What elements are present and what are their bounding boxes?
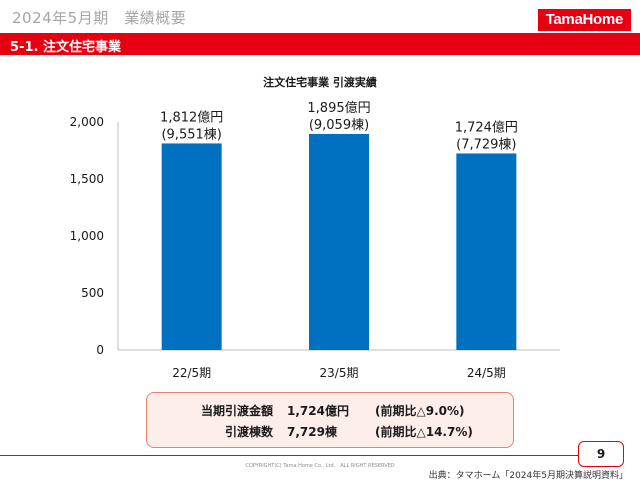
- summary-box: 当期引渡金額 1,724億円 (前期比△9.0%) 引渡棟数 7,729棟 (前…: [146, 392, 514, 448]
- data-label-units: (9,551棟): [161, 127, 221, 142]
- summary-value: 7,729棟: [287, 425, 337, 439]
- bar: [309, 133, 369, 350]
- y-tick-label: 1,500: [70, 172, 104, 186]
- summary-row-units: 引渡棟数 7,729棟 (前期比△14.7%): [147, 423, 513, 441]
- chart-title: 注文住宅事業 引渡実績: [263, 76, 377, 89]
- footer-divider: [0, 455, 578, 456]
- summary-row-amount: 当期引渡金額 1,724億円 (前期比△9.0%): [147, 402, 513, 420]
- tamahome-logo: TamaHome: [537, 9, 631, 31]
- copyright-text: COPYRIGHT(C) Tama Home Co., Ltd. ALL RIG…: [245, 463, 395, 469]
- bar: [456, 153, 517, 350]
- data-label-amount: 1,895億円: [307, 100, 370, 116]
- summary-label: 引渡棟数: [224, 425, 273, 439]
- summary-comparison: (前期比△14.7%): [375, 425, 473, 439]
- y-tick-label: 500: [81, 286, 104, 300]
- summary-comparison: (前期比△9.0%): [375, 404, 465, 418]
- source-note: 出典：タマホーム「2024年5月期決算説明資料」: [428, 471, 628, 481]
- data-label-units: (7,729棟): [456, 137, 516, 152]
- section-header-bar: 5-1. 注文住宅事業: [0, 33, 640, 55]
- y-tick-label: 0: [96, 343, 104, 357]
- x-tick-label: 23/5期: [320, 366, 359, 380]
- page-number: 9: [578, 441, 624, 467]
- y-tick-label: 1,000: [70, 229, 104, 243]
- section-title: 5-1. 注文住宅事業: [10, 40, 121, 55]
- y-tick-label: 2,000: [70, 115, 104, 129]
- summary-label: 当期引渡金額: [200, 404, 273, 418]
- x-tick-label: 24/5期: [467, 366, 506, 380]
- data-label-units: (9,059棟): [309, 118, 369, 133]
- bar: [161, 143, 222, 350]
- x-tick-label: 22/5期: [172, 366, 211, 380]
- summary-value: 1,724億円: [287, 404, 349, 418]
- page-header-title: 2024年5月期 業績概要: [12, 9, 187, 27]
- data-label-amount: 1,812億円: [160, 109, 223, 125]
- data-label-amount: 1,724億円: [455, 119, 518, 135]
